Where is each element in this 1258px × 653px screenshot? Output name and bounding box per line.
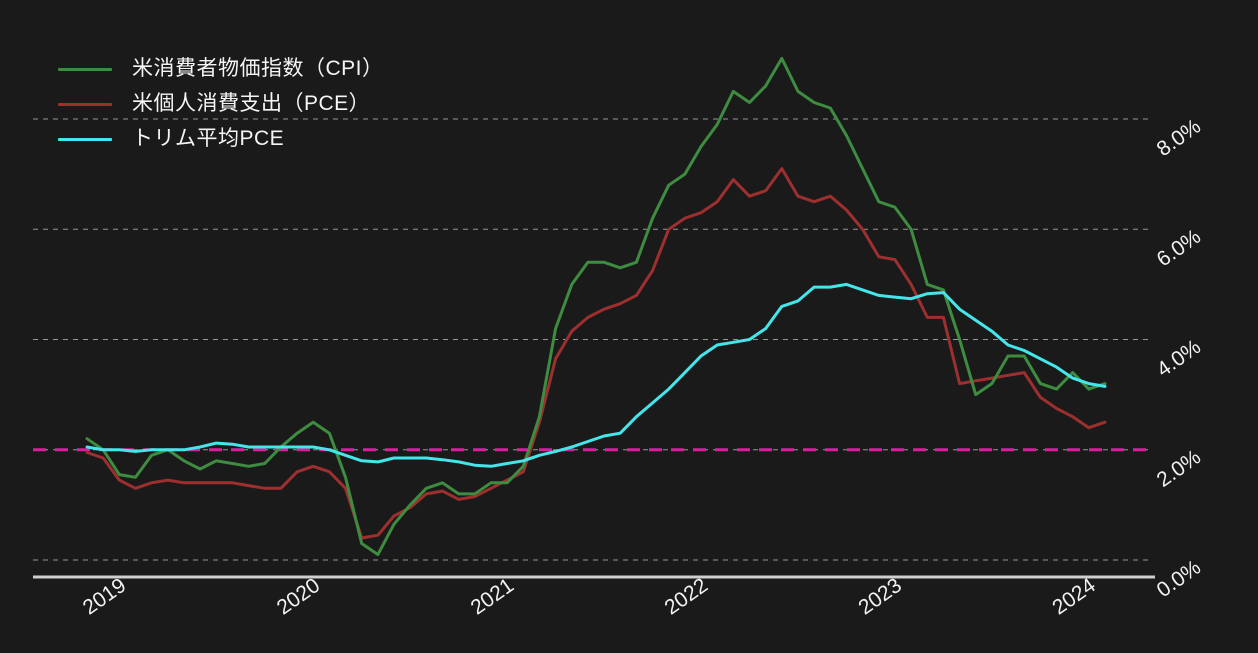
- x-tick-2019: 2019: [79, 574, 130, 620]
- trimmed-pce-line-swatch: [58, 137, 112, 141]
- y-tick-8.0%: 8.0%: [1153, 115, 1205, 161]
- legend-item-trimmed-pce[interactable]: トリム平均PCE: [58, 127, 384, 151]
- legend-label-trimmed-pce: トリム平均PCE: [132, 127, 285, 150]
- legend-label-cpi: 米消費者物価指数（CPI）: [132, 57, 384, 80]
- legend-label-pce: 米個人消費支出（PCE）: [132, 92, 371, 115]
- x-tick-2021: 2021: [467, 574, 518, 620]
- pce-line-swatch: [58, 102, 112, 106]
- y-tick-2.0%: 2.0%: [1153, 446, 1205, 492]
- y-tick-0.0%: 0.0%: [1153, 556, 1205, 602]
- legend-item-cpi[interactable]: 米消費者物価指数（CPI）: [58, 57, 384, 81]
- x-tick-2020: 2020: [273, 574, 324, 620]
- y-tick-4.0%: 4.0%: [1153, 335, 1205, 381]
- pce-line: [85, 167, 1107, 540]
- x-tick-2023: 2023: [854, 574, 905, 620]
- legend-item-pce[interactable]: 米個人消費支出（PCE）: [58, 92, 384, 116]
- trimmed-pce-line: [85, 282, 1107, 468]
- cpi-line-swatch: [58, 67, 112, 71]
- y-tick-6.0%: 6.0%: [1153, 225, 1205, 271]
- chart-legend: 米消費者物価指数（CPI） 米個人消費支出（PCE） トリム平均PCE: [58, 57, 384, 151]
- x-tick-2022: 2022: [661, 574, 712, 620]
- x-tick-2024: 2024: [1048, 574, 1100, 620]
- cpi-line: [85, 56, 1107, 556]
